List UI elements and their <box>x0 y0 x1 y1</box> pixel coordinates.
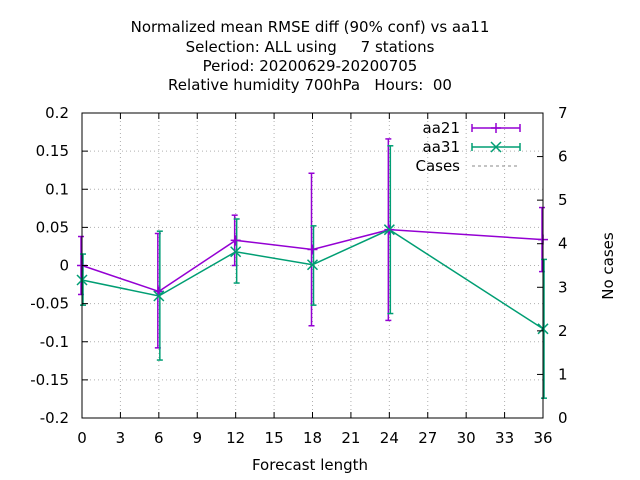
x-tick-label: 3 <box>116 429 126 447</box>
legend-item-aa31: aa31 <box>423 138 521 156</box>
legend-label: Cases <box>415 157 460 175</box>
y-tick-label: 0.1 <box>45 180 69 198</box>
series-lines <box>81 228 544 330</box>
y-tick-label: 0.2 <box>45 104 69 122</box>
legend-item-aa21: aa21 <box>423 119 521 137</box>
data-point-aa21 <box>153 286 164 297</box>
title-line-2: Selection: ALL using 7 stations <box>186 38 435 56</box>
series-line-aa21 <box>81 228 544 293</box>
x-tick-label: 0 <box>77 429 87 447</box>
legend-label: aa21 <box>423 119 460 137</box>
y-ticks: -0.2 -0.15 -0.1 -0.05 0 0.05 0.1 0.15 0.2 <box>30 104 88 427</box>
data-point-aa21 <box>230 235 241 246</box>
x-tick-label: 36 <box>533 429 552 447</box>
y-tick-label: -0.05 <box>30 295 69 313</box>
x-tick-label: 9 <box>192 429 202 447</box>
chart-title: Normalized mean RMSE diff (90% conf) vs … <box>131 18 490 94</box>
data-point-aa31 <box>306 259 319 271</box>
y2-axis-label: No cases <box>599 232 617 300</box>
x-tick-label: 6 <box>154 429 164 447</box>
y2-tick-label: 6 <box>558 148 568 166</box>
title-line-4: Relative humidity 700hPa Hours: 00 <box>168 76 452 94</box>
x-tick-label: 33 <box>495 429 514 447</box>
y-tick-label: 0.05 <box>36 218 69 236</box>
title-line-3: Period: 20200629-20200705 <box>203 57 418 75</box>
y-tick-label: -0.1 <box>40 333 69 351</box>
y2-tick-label: 7 <box>558 104 568 122</box>
y-tick-label: 0 <box>59 257 69 275</box>
x-axis-label: Forecast length <box>252 456 368 474</box>
y2-tick-label: 3 <box>558 278 568 296</box>
y2-ticks: 0 1 2 3 4 5 6 7 <box>537 104 568 427</box>
x-tick-label: 12 <box>226 429 245 447</box>
x-tick-label: 15 <box>265 429 284 447</box>
data-point-aa21 <box>307 244 318 255</box>
y2-tick-label: 1 <box>558 365 568 383</box>
y-tick-label: 0.15 <box>36 142 69 160</box>
x-tick-label: 27 <box>418 429 437 447</box>
y2-tick-label: 2 <box>558 322 568 340</box>
y-tick-label: -0.15 <box>30 371 69 389</box>
legend-label: aa31 <box>423 138 460 156</box>
series-line-aa31 <box>81 228 544 330</box>
x-tick-label: 18 <box>303 429 322 447</box>
data-point-aa31 <box>153 290 165 302</box>
data-point-aa31 <box>383 224 395 236</box>
y2-tick-label: 5 <box>558 191 568 209</box>
y2-tick-label: 4 <box>558 235 568 253</box>
legend-item-Cases: Cases <box>415 157 520 175</box>
legend-marker <box>490 141 502 153</box>
x-ticks: 0 3 6 9 12 15 18 21 24 27 30 33 36 <box>77 113 553 447</box>
y-tick-label: -0.2 <box>40 409 69 427</box>
x-tick-label: 24 <box>380 429 399 447</box>
x-tick-label: 21 <box>341 429 360 447</box>
title-line-1: Normalized mean RMSE diff (90% conf) vs … <box>131 18 490 36</box>
x-tick-label: 30 <box>457 429 476 447</box>
data-point-aa31 <box>230 246 242 258</box>
y2-tick-label: 0 <box>558 409 568 427</box>
legend-marker <box>491 123 501 133</box>
